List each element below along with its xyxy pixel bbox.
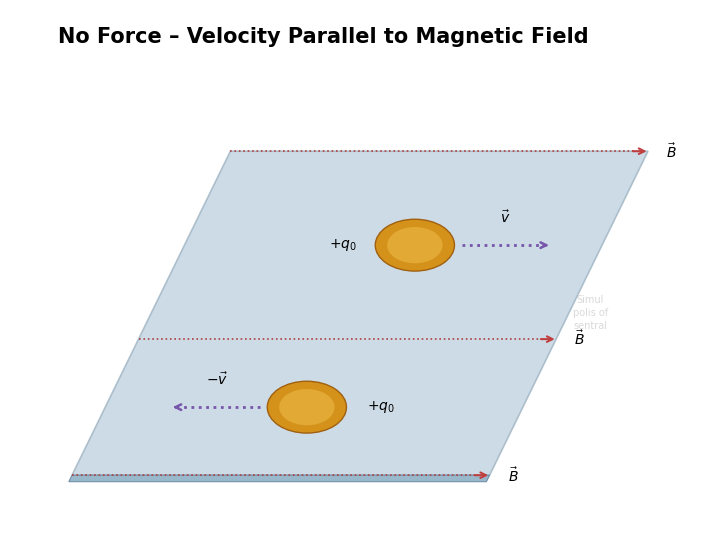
Ellipse shape (267, 381, 346, 433)
Text: $\vec{B}$: $\vec{B}$ (574, 330, 585, 348)
Ellipse shape (387, 227, 443, 264)
Text: $\vec{v}$: $\vec{v}$ (500, 210, 510, 226)
Text: No Force – Velocity Parallel to Magnetic Field: No Force – Velocity Parallel to Magnetic… (58, 27, 588, 47)
Polygon shape (69, 475, 490, 482)
Text: $\vec{B}$: $\vec{B}$ (508, 466, 518, 484)
Text: $+q_0$: $+q_0$ (329, 237, 357, 253)
Ellipse shape (375, 219, 454, 271)
Text: Simul
polis of
sentral: Simul polis of sentral (573, 295, 608, 332)
Text: $-\vec{v}$: $-\vec{v}$ (206, 372, 228, 388)
Text: $+q_0$: $+q_0$ (367, 399, 395, 415)
Text: $\vec{B}$: $\vec{B}$ (666, 142, 677, 160)
Ellipse shape (279, 389, 335, 426)
Polygon shape (72, 151, 648, 475)
